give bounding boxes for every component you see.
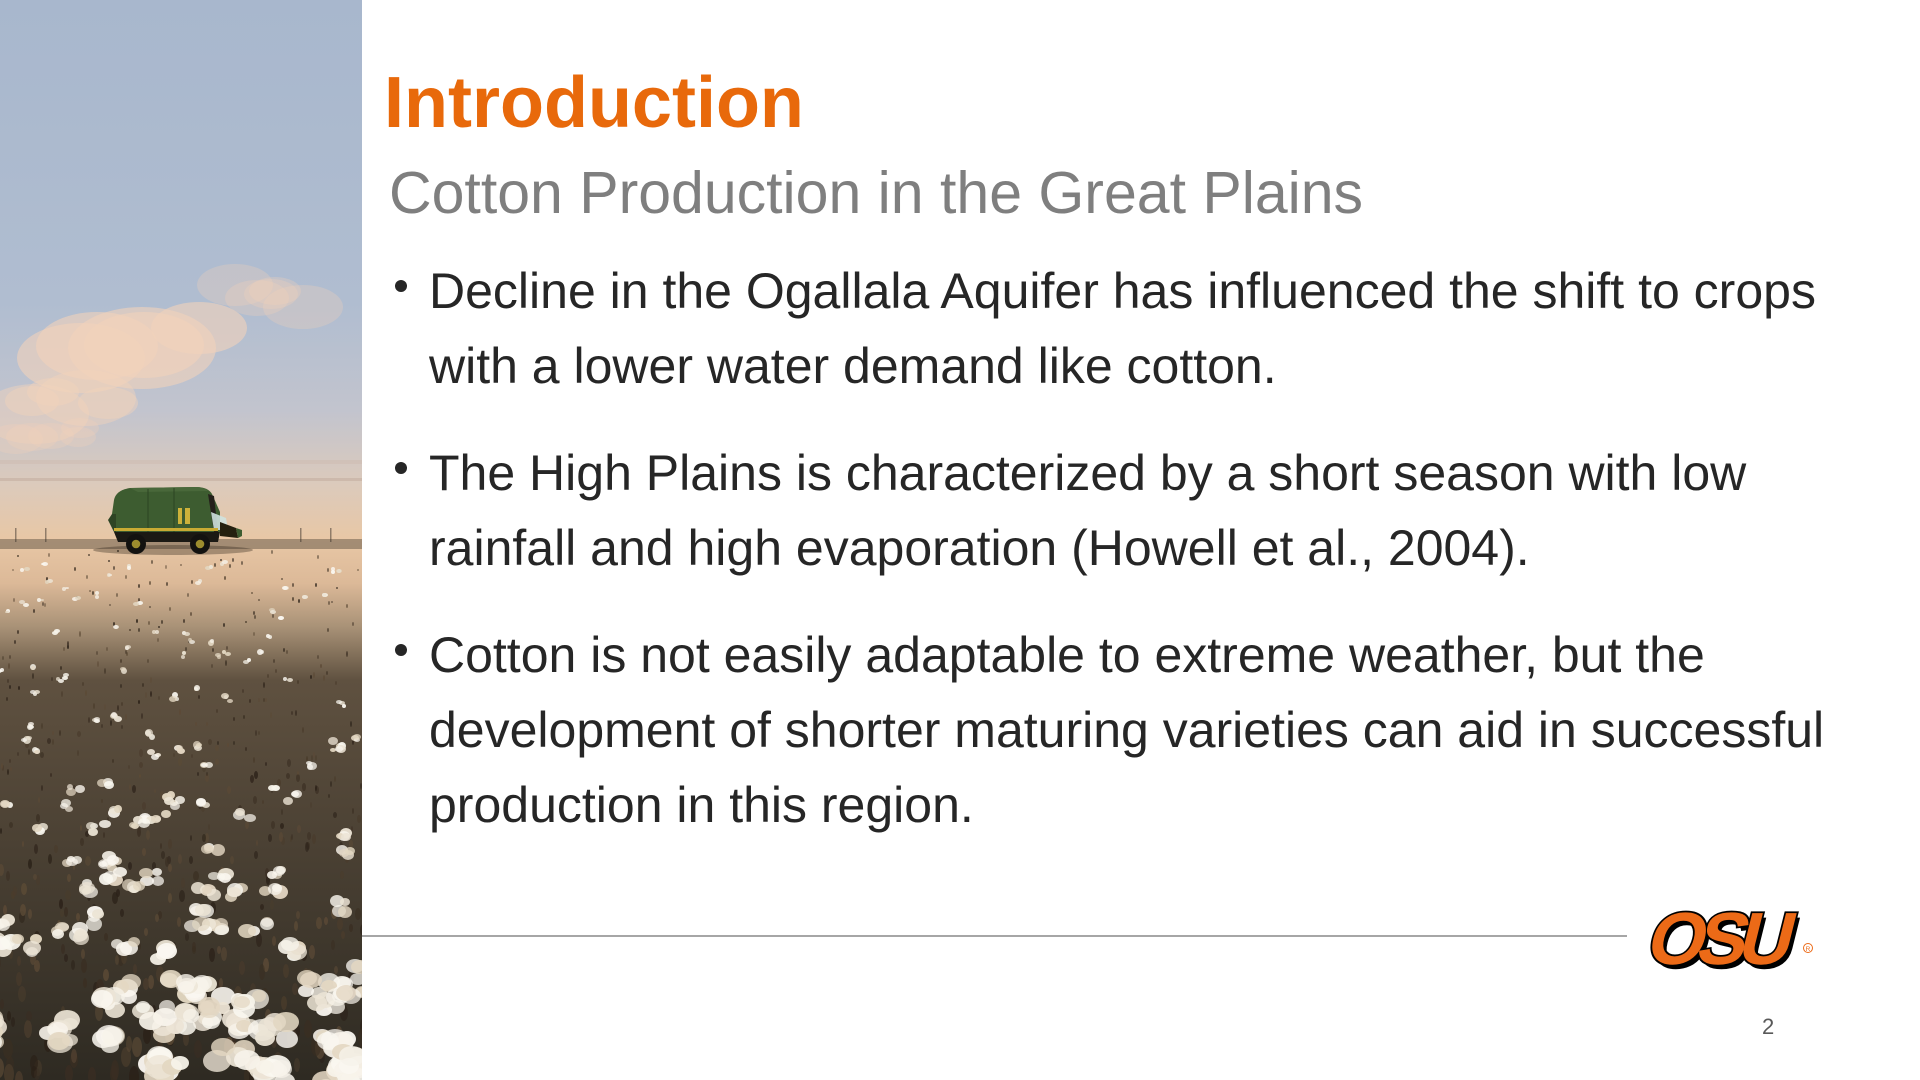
svg-text:R: R	[1806, 946, 1811, 953]
svg-text:OSU: OSU	[1640, 897, 1801, 975]
